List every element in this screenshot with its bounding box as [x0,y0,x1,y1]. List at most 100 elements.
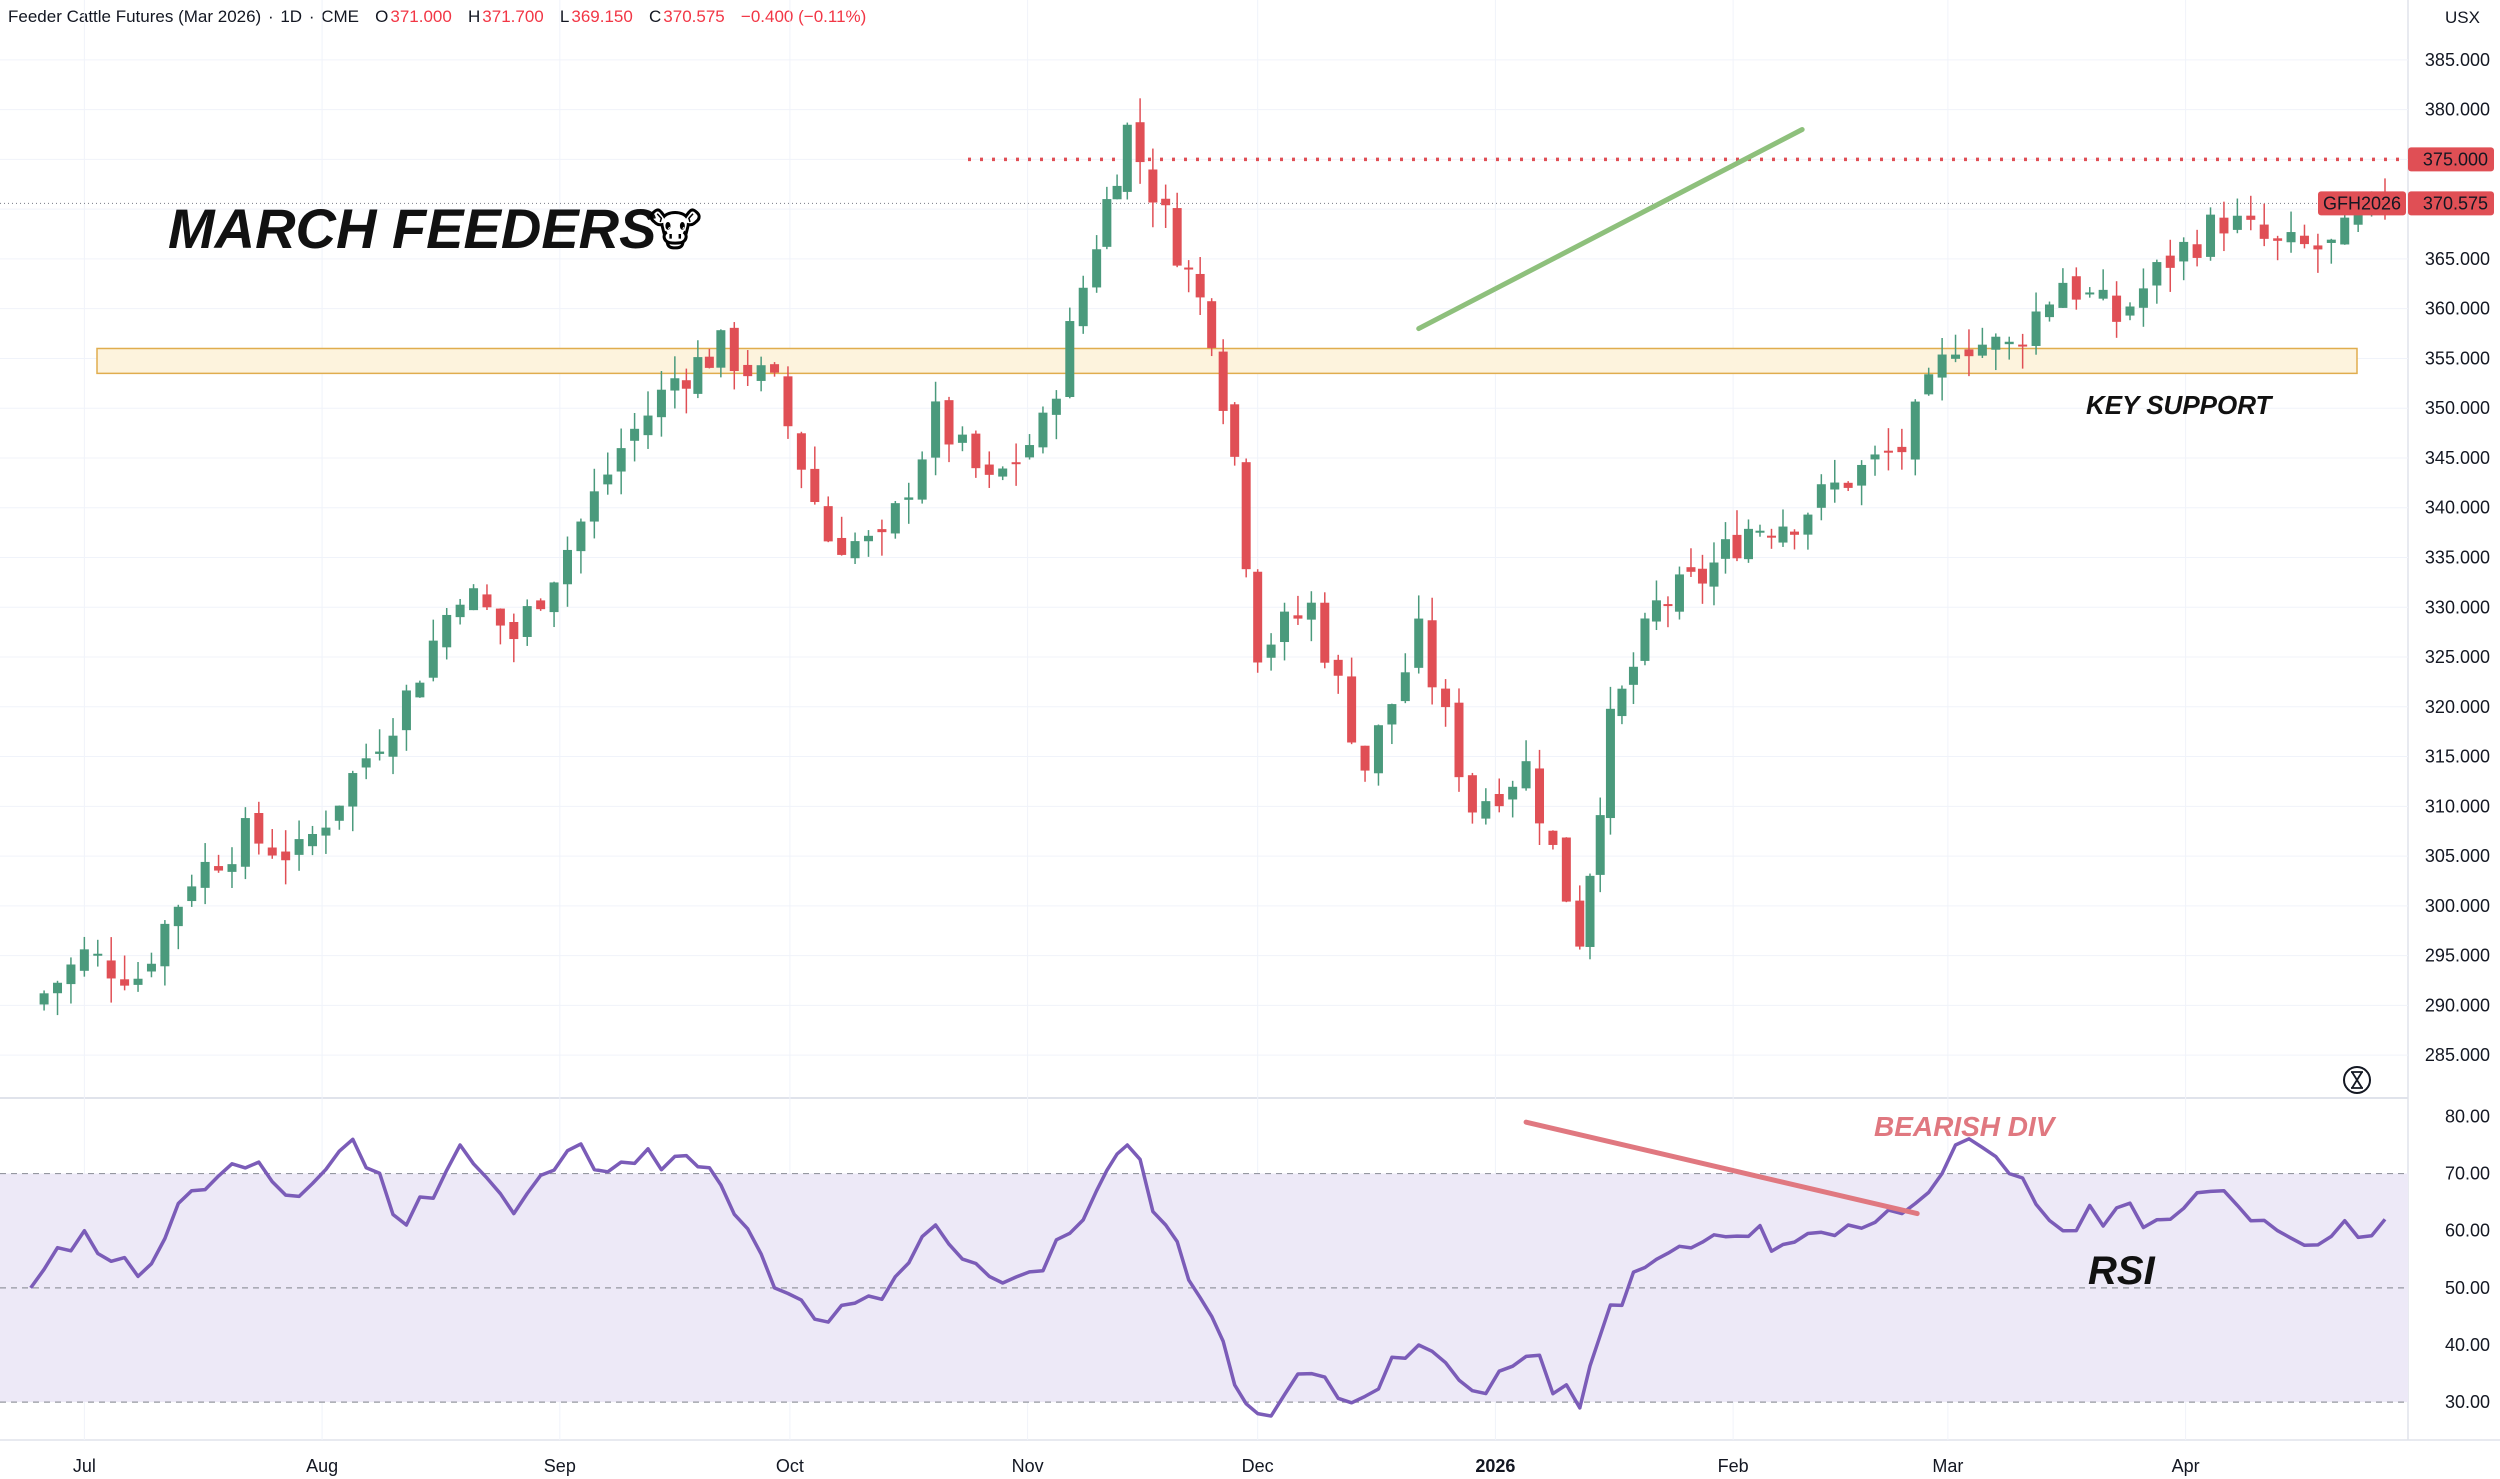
price-tick-label: 380.000 [2425,100,2490,120]
candle-down [120,979,130,986]
candle-down [770,364,780,373]
header-high-value: 371.700 [482,7,544,26]
candle-up [200,861,210,888]
candle-down [1732,534,1742,559]
candle-up [348,773,358,807]
cow-emoji: 🐮 [648,204,702,256]
candle-up [2232,215,2242,230]
candle-up [2179,241,2189,262]
candle-down [2165,255,2175,268]
candle-down [1333,659,1343,676]
candle-up [917,459,927,500]
candle-up [1977,344,1987,356]
candle-down [1883,450,1893,453]
currency-label: USX [2445,8,2480,27]
header-close-label: C [649,7,662,26]
candle-down [1320,602,1330,663]
candle-up [361,758,371,768]
candle-up [334,805,344,821]
rising-trendline [1416,127,1805,332]
candle-down [810,468,820,503]
candle-up [1266,644,1276,658]
header-change: −0.400 (−0.11%) [740,7,867,26]
header-symbol: Feeder Cattle Futures (Mar 2026) [8,7,262,26]
candle-up [160,923,170,967]
candle-up [1038,412,1048,448]
time-tick-label: 2026 [1475,1456,1515,1476]
candle-down [1494,793,1504,807]
price-tick-label: 335.000 [2425,548,2490,568]
price-axis-ticks: 385.000380.000375.000370.000365.000360.0… [2425,50,2490,1065]
bearish-divergence-line [1523,1119,1920,1217]
candle-up [957,434,967,443]
price-tick-label: 355.000 [2425,348,2490,368]
candle-down [509,621,519,640]
header-low-label: L [559,7,570,26]
candle-down [1454,702,1464,778]
candle-up [1755,530,1765,533]
candle-up [133,978,143,985]
chart-title-annotation: MARCH FEEDERS [168,197,656,260]
time-axis-ticks: Jul Aug Sep Oct Nov Dec 2026 Feb Mar Apr [73,1456,2200,1476]
rsi-axis-ticks: 80.00 70.00 60.00 50.00 40.00 30.00 [2445,1106,2490,1412]
candle-down [1230,404,1240,457]
timer-icon[interactable] [2343,1066,2371,1094]
last-tag-bg [2408,191,2494,216]
candle-up [146,963,156,972]
candle-down [495,608,505,626]
candle-up [1830,482,1840,490]
price-tick-label: 365.000 [2425,249,2490,269]
candle-up [53,982,63,994]
candle-up [562,549,572,585]
candle-down [1897,446,1907,453]
candle-up [1122,124,1132,192]
candle-down [267,847,277,856]
candle-up [294,839,304,855]
price-tick-label: 300.000 [2425,896,2490,916]
candle-up [589,491,599,522]
candle-down [2273,238,2283,241]
candle-down [536,600,546,610]
candle-up [1373,725,1383,774]
candle-down [1184,267,1194,270]
price-tick-label: 385.000 [2425,50,2490,70]
candle-up [2206,214,2216,257]
candle-up [998,468,1008,477]
candle-down [2112,295,2122,322]
candle-up [904,497,914,500]
time-tick-label: Nov [1012,1456,1044,1476]
candle-up [693,357,703,394]
rsi-tick-label: 40.00 [2445,1335,2490,1355]
time-tick-label: Feb [1718,1456,1749,1476]
candle-up [1651,600,1661,622]
candle-up [1709,562,1719,587]
price-tick-label: 285.000 [2425,1045,2490,1065]
candle-down [704,356,714,368]
candle-down [1148,169,1158,203]
candle-down [1161,198,1171,206]
chart-header: Feeder Cattle Futures (Mar 2026) · 1D · … [8,7,867,26]
bearish-div-label: BEARISH DIV [1874,1111,2057,1142]
candle-up [1870,454,1880,460]
price-tick-label: 290.000 [2425,995,2490,1015]
candle-up [656,389,666,418]
candle-up [1595,815,1605,875]
header-interval: 1D [280,7,303,26]
candle-up [2031,311,2041,346]
candle-down [743,364,753,377]
candle-down [281,851,291,861]
candle-up [1910,401,1920,460]
time-tick-label: Jul [73,1456,96,1476]
candle-down [1789,531,1799,535]
candle-down [2246,215,2256,220]
candle-down [1561,837,1571,902]
candle-up [1065,321,1075,398]
candle-up [1585,875,1595,947]
rsi-label: RSI [2088,1249,2156,1293]
rsi-tick-label: 80.00 [2445,1106,2490,1126]
candle-down [1766,535,1776,538]
candle-down [482,594,492,608]
candle-up [1857,464,1867,486]
candle-up [39,993,49,1005]
